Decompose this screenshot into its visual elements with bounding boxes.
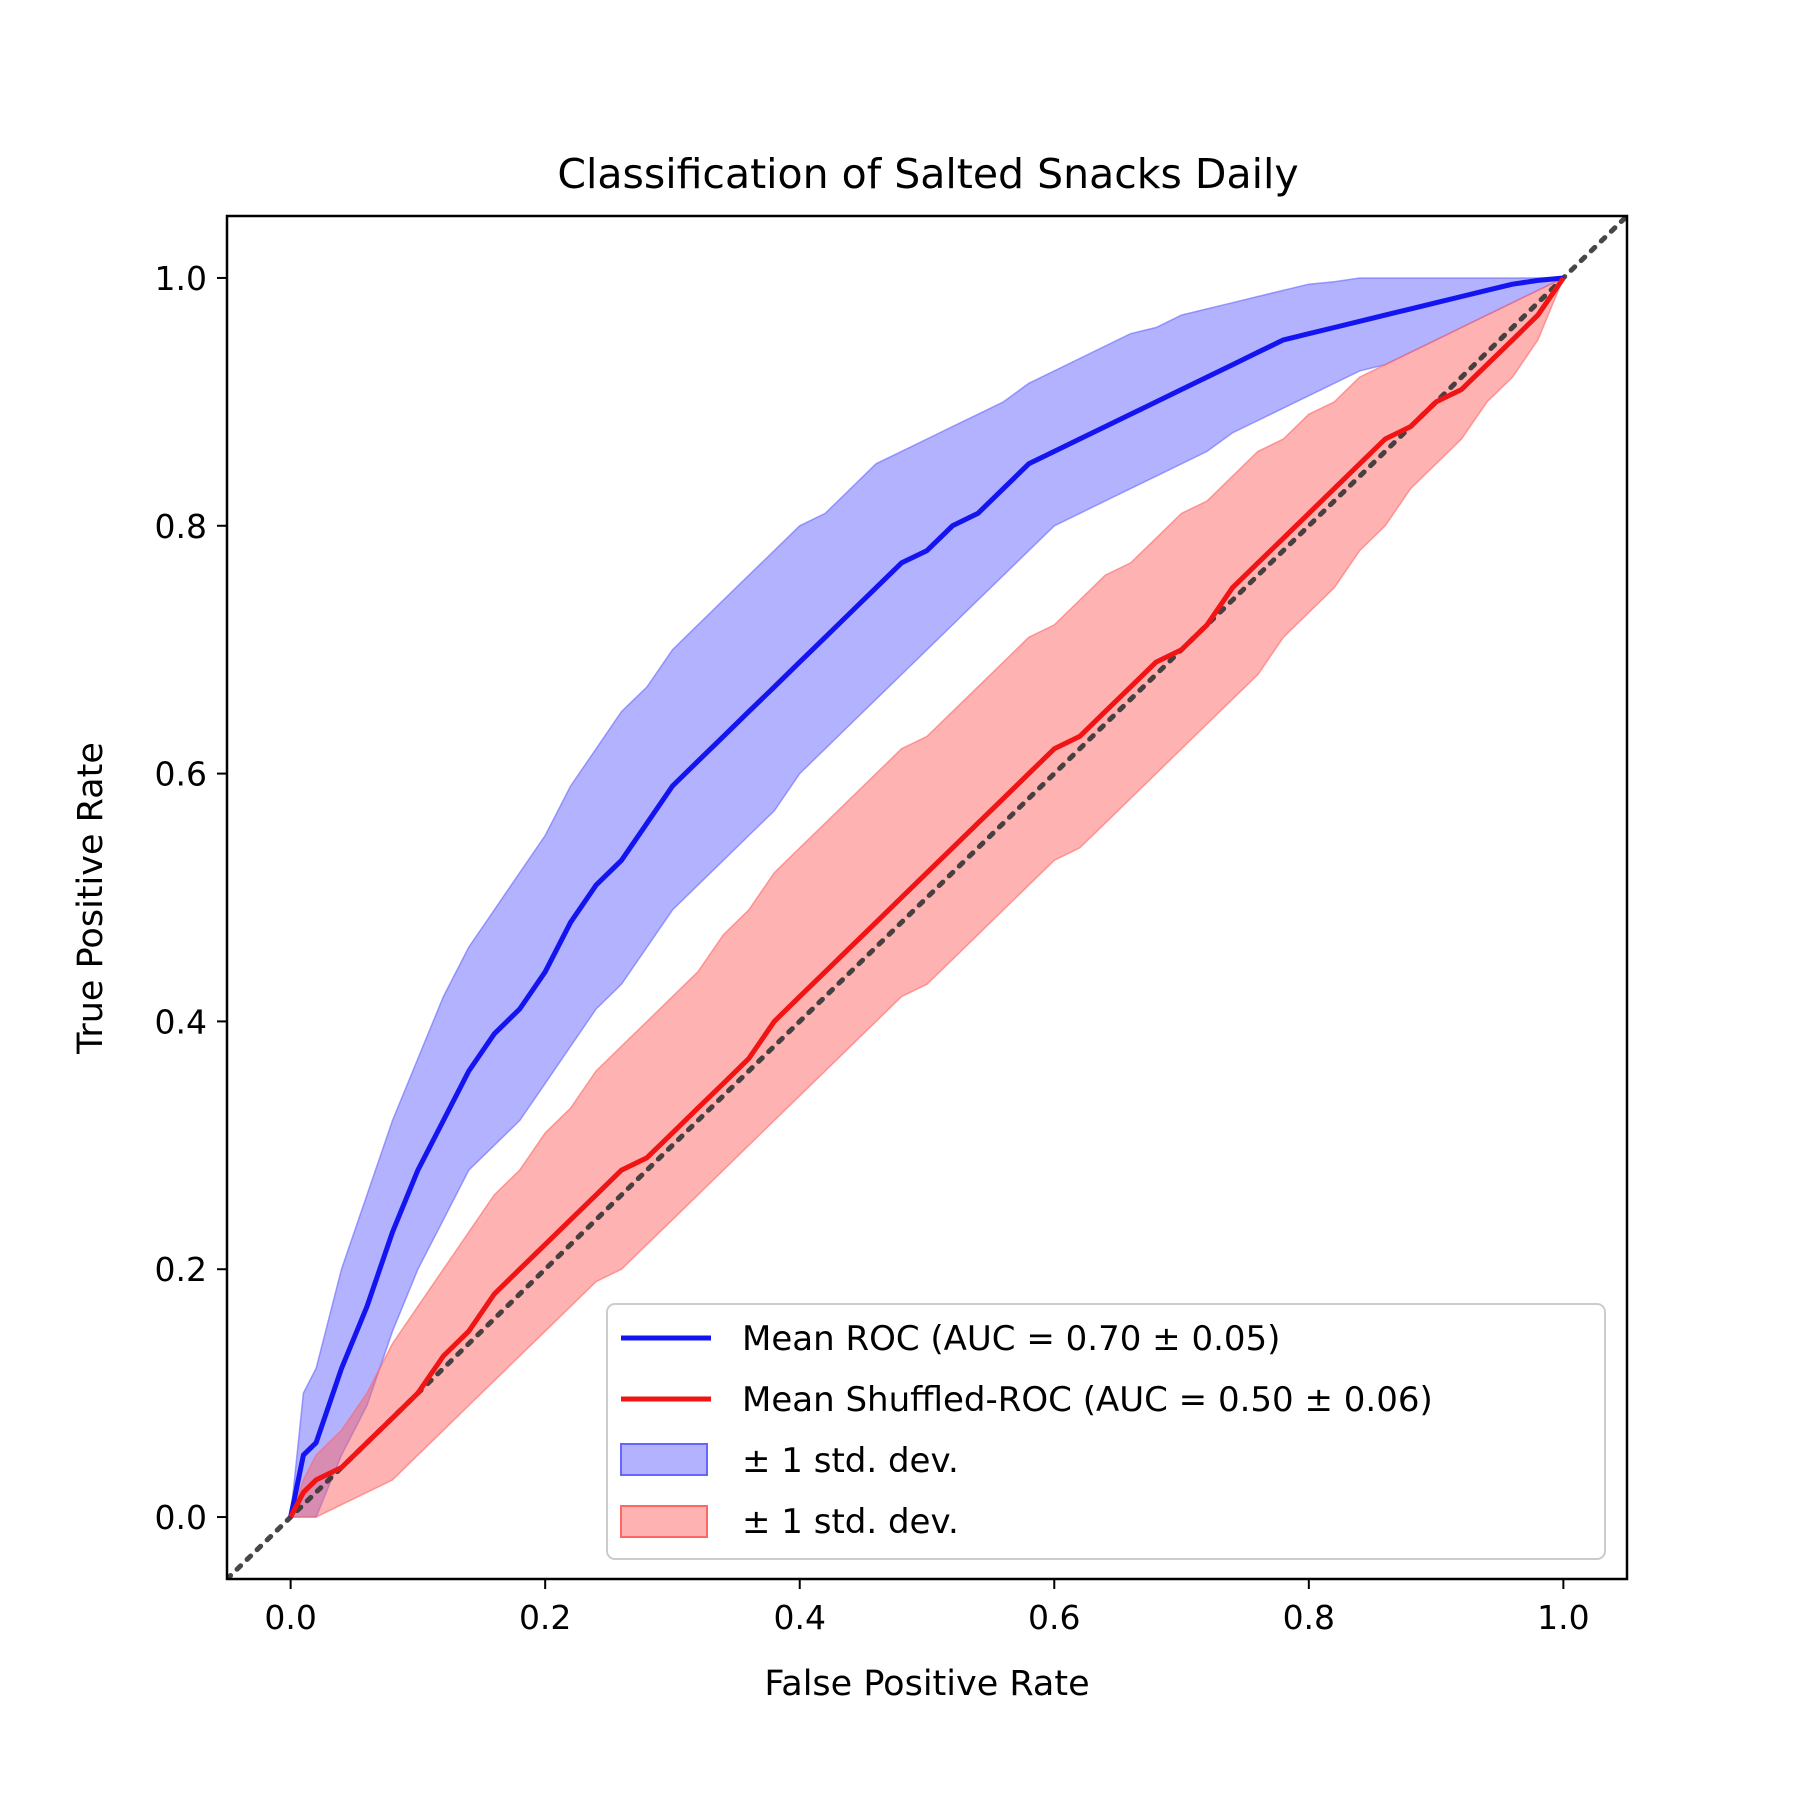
legend-blue-band-label: ± 1 std. dev. <box>742 1441 959 1481</box>
x-axis-label: False Positive Rate <box>764 1664 1089 1704</box>
chance-diagonal-line <box>227 216 1627 1579</box>
x-axis-ticks: 0.0 0.2 0.4 0.6 0.8 1.0 <box>264 1579 1590 1637</box>
plot-frame <box>225 214 1629 1581</box>
y-tick-label: 0.4 <box>155 1002 207 1041</box>
legend-mean-shuffled-roc-label: Mean Shuffled-ROC (AUC = 0.50 ± 0.06) <box>742 1380 1433 1420</box>
y-tick-label: 0.0 <box>155 1498 207 1537</box>
y-tick-label: 0.2 <box>155 1250 207 1289</box>
chart-title: Classification of Salted Snacks Daily <box>557 150 1298 198</box>
x-tick-label: 0.8 <box>1283 1598 1335 1637</box>
y-tick-label: 0.6 <box>155 755 207 794</box>
legend-red-band-patch <box>620 1505 708 1538</box>
roc-lines <box>227 216 1627 1579</box>
x-tick-label: 0.2 <box>519 1598 571 1637</box>
x-tick-label: 0.4 <box>773 1598 825 1637</box>
y-axis-ticks: 0.0 0.2 0.4 0.6 0.8 1.0 <box>155 259 227 1537</box>
legend-blue-band-patch <box>620 1443 708 1476</box>
x-tick-label: 1.0 <box>1537 1598 1589 1637</box>
y-tick-label: 1.0 <box>155 259 207 298</box>
mean-shuffled-roc-line <box>288 276 1566 1519</box>
x-tick-label: 0.0 <box>264 1598 316 1637</box>
y-axis-label: True Positive Rate <box>71 742 111 1055</box>
x-tick-label: 0.6 <box>1028 1598 1080 1637</box>
y-tick-label: 0.8 <box>155 507 207 546</box>
legend-mean-roc-label: Mean ROC (AUC = 0.70 ± 0.05) <box>742 1319 1280 1359</box>
mean-roc-line <box>288 275 1564 1518</box>
legend-red-band-label: ± 1 std. dev. <box>742 1502 959 1542</box>
legend: Mean ROC (AUC = 0.70 ± 0.05) Mean Shuffl… <box>606 1303 1606 1560</box>
legend-box <box>606 1303 1606 1560</box>
